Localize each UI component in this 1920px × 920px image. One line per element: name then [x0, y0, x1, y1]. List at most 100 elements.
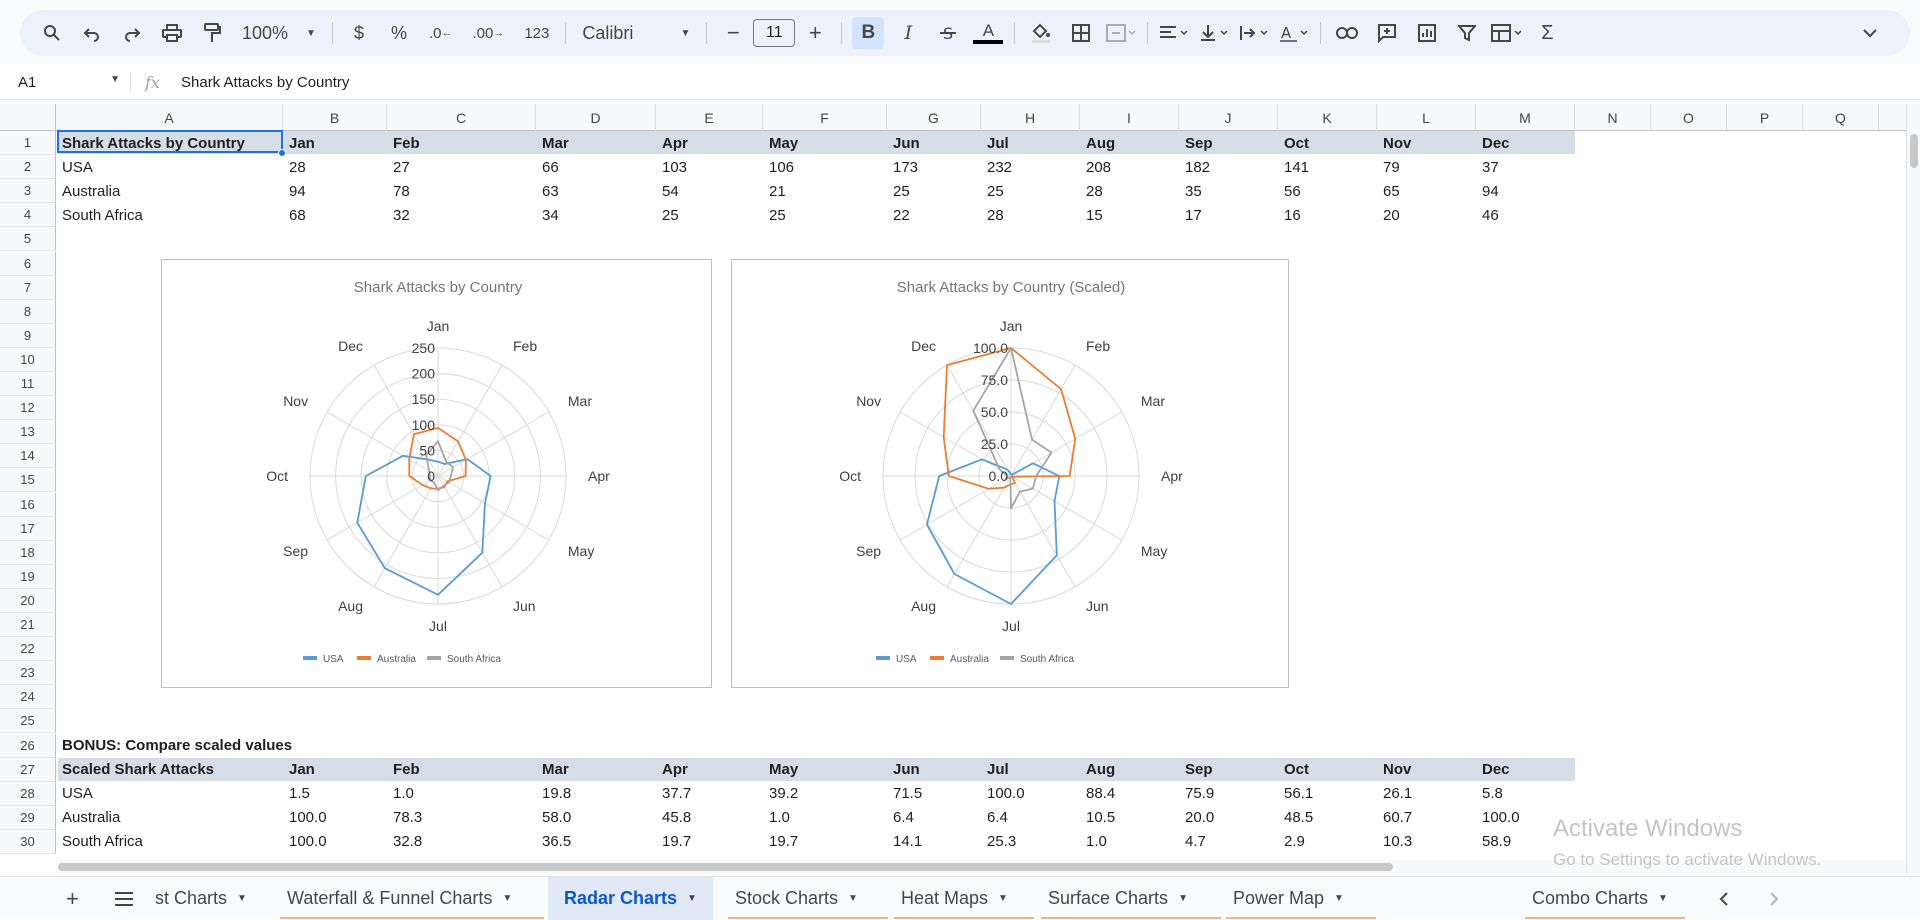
- tab-surface-charts[interactable]: Surface Charts ▼: [1048, 877, 1188, 920]
- table-cell[interactable]: 56.1: [1284, 785, 1314, 803]
- header-cell[interactable]: Jun: [893, 761, 920, 779]
- table-cell[interactable]: 37: [1482, 158, 1499, 176]
- table-cell[interactable]: 63: [542, 182, 559, 200]
- table-cell[interactable]: 28: [987, 206, 1004, 224]
- text-color-button[interactable]: A: [972, 17, 1004, 49]
- header-cell[interactable]: Oct: [1284, 134, 1310, 152]
- header-cell[interactable]: Aug: [1086, 761, 1116, 779]
- header-cell[interactable]: Scaled Shark Attacks: [62, 761, 215, 779]
- table-cell[interactable]: South Africa: [62, 833, 143, 851]
- table-cell[interactable]: 19.7: [662, 833, 692, 851]
- table-cell[interactable]: 79: [1383, 158, 1400, 176]
- row-header[interactable]: 9: [0, 323, 56, 348]
- table-cell[interactable]: 19.7: [769, 833, 799, 851]
- table-cell[interactable]: 100.0: [1482, 809, 1520, 827]
- row-header[interactable]: 13: [0, 420, 56, 445]
- header-cell[interactable]: Sep: [1185, 761, 1213, 779]
- row-header[interactable]: 5: [0, 227, 56, 252]
- table-cell[interactable]: 71.5: [893, 785, 923, 803]
- table-cell[interactable]: 173: [893, 158, 919, 176]
- row-header[interactable]: 8: [0, 299, 56, 324]
- table-cell[interactable]: 46: [1482, 206, 1499, 224]
- table-cell[interactable]: 54: [662, 182, 679, 200]
- row-header[interactable]: 2: [0, 155, 56, 180]
- row-header[interactable]: 22: [0, 637, 56, 662]
- fill-handle[interactable]: [278, 149, 286, 157]
- header-cell[interactable]: Nov: [1383, 761, 1412, 779]
- row-header[interactable]: 27: [0, 757, 56, 782]
- column-header[interactable]: H: [981, 104, 1080, 131]
- table-cell[interactable]: 10.3: [1383, 833, 1413, 851]
- table-cell[interactable]: 35: [1185, 182, 1202, 200]
- table-cell[interactable]: 39.2: [769, 785, 799, 803]
- percent-format-button[interactable]: %: [390, 22, 407, 43]
- table-cell[interactable]: 88.4: [1086, 785, 1116, 803]
- table-cell[interactable]: 1.0: [1086, 833, 1107, 851]
- row-header[interactable]: 14: [0, 444, 56, 469]
- header-cell[interactable]: Apr: [662, 134, 688, 152]
- header-cell[interactable]: Feb: [393, 761, 420, 779]
- borders-icon[interactable]: [1065, 17, 1097, 49]
- header-cell[interactable]: Jul: [987, 134, 1009, 152]
- add-sheet-button[interactable]: +: [66, 885, 79, 911]
- table-cell[interactable]: 25.3: [987, 833, 1017, 851]
- column-header[interactable]: G: [887, 104, 981, 131]
- row-header[interactable]: 24: [0, 685, 56, 710]
- row-header[interactable]: 29: [0, 805, 56, 830]
- text-rotation-icon[interactable]: A: [1278, 17, 1310, 49]
- table-cell[interactable]: USA: [62, 785, 93, 803]
- vertical-scrollbar[interactable]: [1906, 104, 1920, 874]
- header-cell[interactable]: Mar: [542, 761, 569, 779]
- increase-decimal-button[interactable]: .00 →: [472, 24, 505, 42]
- row-header[interactable]: 6: [0, 251, 56, 276]
- header-cell[interactable]: May: [769, 761, 799, 779]
- tab-waterfall-funnel-charts[interactable]: Waterfall & Funnel Charts ▼: [287, 877, 512, 920]
- table-cell[interactable]: 15: [1086, 206, 1103, 224]
- horizontal-scrollbar[interactable]: [56, 860, 1906, 874]
- filter-icon[interactable]: [1451, 17, 1483, 49]
- column-header[interactable]: O: [1651, 104, 1727, 131]
- redo-icon[interactable]: [116, 17, 148, 49]
- row-header[interactable]: 10: [0, 347, 56, 372]
- decrease-decimal-button[interactable]: .0 ←: [428, 24, 453, 42]
- header-cell[interactable]: May: [769, 134, 799, 152]
- tab-heat-maps[interactable]: Heat Maps ▼: [901, 877, 1008, 920]
- column-header[interactable]: K: [1278, 104, 1377, 131]
- table-cell[interactable]: 1.5: [289, 785, 310, 803]
- insert-link-icon[interactable]: [1331, 17, 1363, 49]
- header-cell[interactable]: Feb: [393, 134, 420, 152]
- tab-combo-charts[interactable]: Combo Charts ▼: [1532, 877, 1668, 920]
- row-header[interactable]: 7: [0, 275, 56, 300]
- row-header[interactable]: 18: [0, 540, 56, 565]
- table-cell[interactable]: 58.9: [1482, 833, 1512, 851]
- table-cell[interactable]: 68: [289, 206, 306, 224]
- table-cell[interactable]: 25: [893, 182, 910, 200]
- row-header[interactable]: 15: [0, 468, 56, 493]
- table-cell[interactable]: 94: [1482, 182, 1499, 200]
- scrollbar-thumb[interactable]: [1910, 134, 1918, 168]
- column-header[interactable]: D: [536, 104, 656, 131]
- header-cell[interactable]: Jan: [289, 134, 315, 152]
- header-cell[interactable]: Dec: [1482, 761, 1510, 779]
- header-cell[interactable]: Jul: [987, 761, 1009, 779]
- select-all-corner[interactable]: [0, 104, 56, 131]
- header-cell[interactable]: Aug: [1086, 134, 1116, 152]
- table-cell[interactable]: 16: [1284, 206, 1301, 224]
- table-cell[interactable]: 58.0: [542, 809, 572, 827]
- table-cell[interactable]: 1.0: [393, 785, 414, 803]
- table-cell[interactable]: 56: [1284, 182, 1301, 200]
- table-cell[interactable]: 20: [1383, 206, 1400, 224]
- table-cell[interactable]: 25: [769, 206, 786, 224]
- row-header[interactable]: 20: [0, 588, 56, 613]
- column-header[interactable]: M: [1476, 104, 1575, 131]
- table-cell[interactable]: 6.4: [893, 809, 914, 827]
- row-header[interactable]: 26: [0, 733, 56, 758]
- table-cell[interactable]: 25: [662, 206, 679, 224]
- zoom-select[interactable]: 100% ▼: [242, 22, 316, 43]
- table-cell[interactable]: 28: [1086, 182, 1103, 200]
- font-size-input[interactable]: 11: [753, 19, 796, 47]
- column-header[interactable]: J: [1179, 104, 1278, 131]
- row-header[interactable]: 11: [0, 372, 56, 397]
- table-cell[interactable]: 100.0: [289, 833, 327, 851]
- row-header[interactable]: 30: [0, 829, 56, 854]
